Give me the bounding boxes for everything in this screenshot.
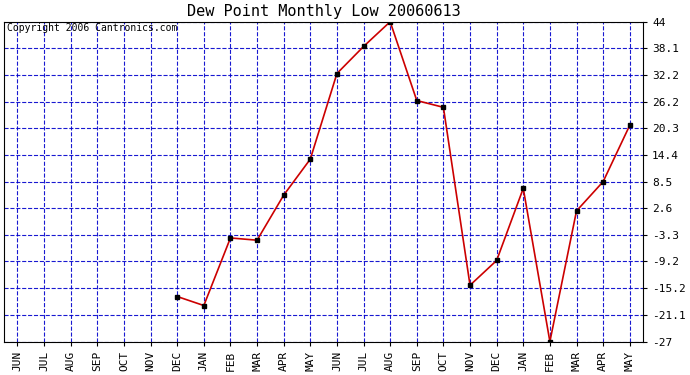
- Title: Dew Point Monthly Low 20060613: Dew Point Monthly Low 20060613: [187, 4, 460, 19]
- Text: Copyright 2006 Cantronics.com: Copyright 2006 Cantronics.com: [8, 23, 178, 33]
